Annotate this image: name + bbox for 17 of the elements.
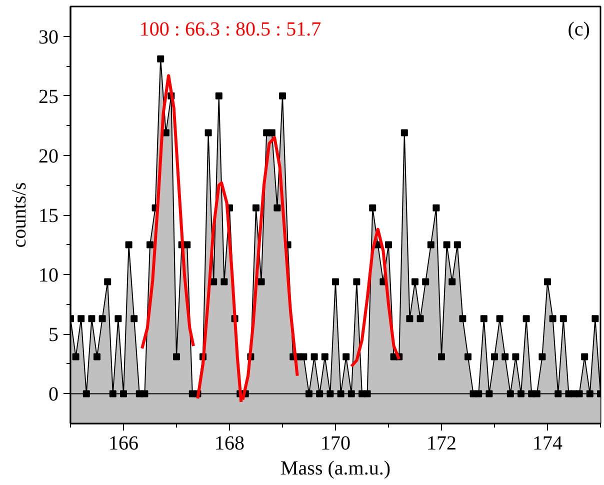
x-tick-label: 174 [532, 432, 562, 454]
annotation: 100 : 66.3 : 80.5 : 51.7 [139, 18, 322, 40]
x-axis-title: Mass (a.m.u.) [280, 458, 390, 480]
y-tick-label: 5 [48, 324, 58, 346]
y-axis-title: counts/s [8, 182, 30, 248]
x-tick-label: 166 [108, 432, 138, 454]
x-tick-label: 168 [214, 432, 244, 454]
x-tick-label: 170 [320, 432, 350, 454]
y-tick-label: 30 [38, 26, 58, 48]
line-series [140, 74, 195, 350]
annotation: (c) [568, 18, 590, 40]
y-tick-label: 25 [38, 86, 58, 108]
x-tick-label: 172 [426, 432, 456, 454]
y-tick-label: 15 [38, 205, 58, 227]
y-tick-label: 0 [48, 384, 58, 406]
y-tick-label: 20 [38, 145, 58, 168]
y-tick-label: 10 [38, 264, 58, 287]
